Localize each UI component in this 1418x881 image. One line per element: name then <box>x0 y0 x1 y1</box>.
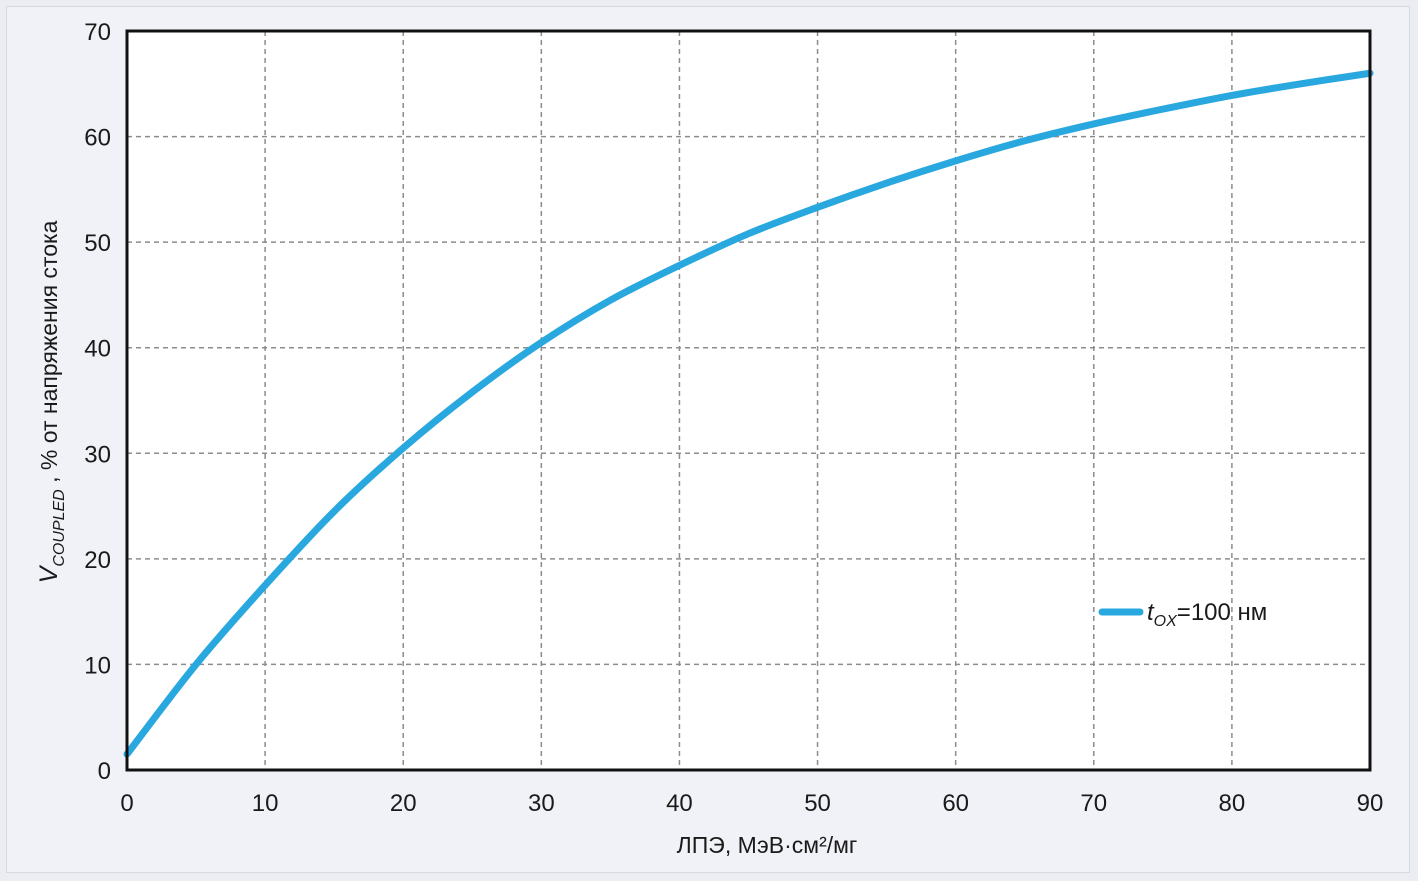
x-tick-label: 90 <box>1357 790 1384 817</box>
y-axis-title-subscript: COUPLED <box>51 489 68 567</box>
y-tick-label: 20 <box>84 547 111 574</box>
y-tick-label: 70 <box>84 19 111 46</box>
grid-lines <box>127 31 1370 770</box>
legend-label-subscript: OX <box>1154 613 1178 630</box>
y-axis-title: VCOUPLED , % от напряжения стока <box>35 220 68 583</box>
y-axis-title-rest: , % от напряжения стока <box>36 220 62 489</box>
x-tick-label: 70 <box>1080 790 1107 817</box>
line-chart: 0 10 20 30 40 50 60 70 0 10 20 30 40 50 60 70 80 90 ЛПЭ,… <box>35 19 1383 858</box>
x-tick-label: 60 <box>942 790 969 817</box>
x-tick-label: 50 <box>804 790 831 817</box>
x-tick-label: 10 <box>252 790 279 817</box>
x-axis-title: ЛПЭ, МэВ·см²/мг <box>677 832 858 858</box>
y-tick-label: 30 <box>84 441 111 468</box>
series-line-tox-100nm <box>123 69 1374 758</box>
legend: tOX=100 нм <box>1098 599 1267 630</box>
chart-frame: 0 10 20 30 40 50 60 70 0 10 20 30 40 50 60 70 80 90 ЛПЭ,… <box>6 6 1410 873</box>
plot-border <box>125 29 1372 772</box>
x-tick-label: 40 <box>666 790 693 817</box>
x-tick-label: 0 <box>120 790 133 817</box>
y-tick-label: 10 <box>84 652 111 679</box>
y-tick-label: 60 <box>84 125 111 152</box>
plot-background <box>127 31 1370 770</box>
x-tick-label: 30 <box>528 790 555 817</box>
y-tick-label: 50 <box>84 230 111 257</box>
x-tick-label: 80 <box>1219 790 1246 817</box>
y-tick-label: 0 <box>98 758 111 785</box>
y-axis-title-main: V <box>35 564 63 583</box>
y-tick-label: 40 <box>84 336 111 363</box>
x-axis-ticks: 0 10 20 30 40 50 60 70 80 90 <box>120 790 1383 817</box>
y-axis-ticks: 0 10 20 30 40 50 60 70 <box>84 19 111 785</box>
legend-label-main: t <box>1147 599 1155 626</box>
x-tick-label: 20 <box>390 790 417 817</box>
legend-label: tOX=100 нм <box>1147 599 1267 630</box>
legend-label-rest: =100 нм <box>1177 599 1267 626</box>
